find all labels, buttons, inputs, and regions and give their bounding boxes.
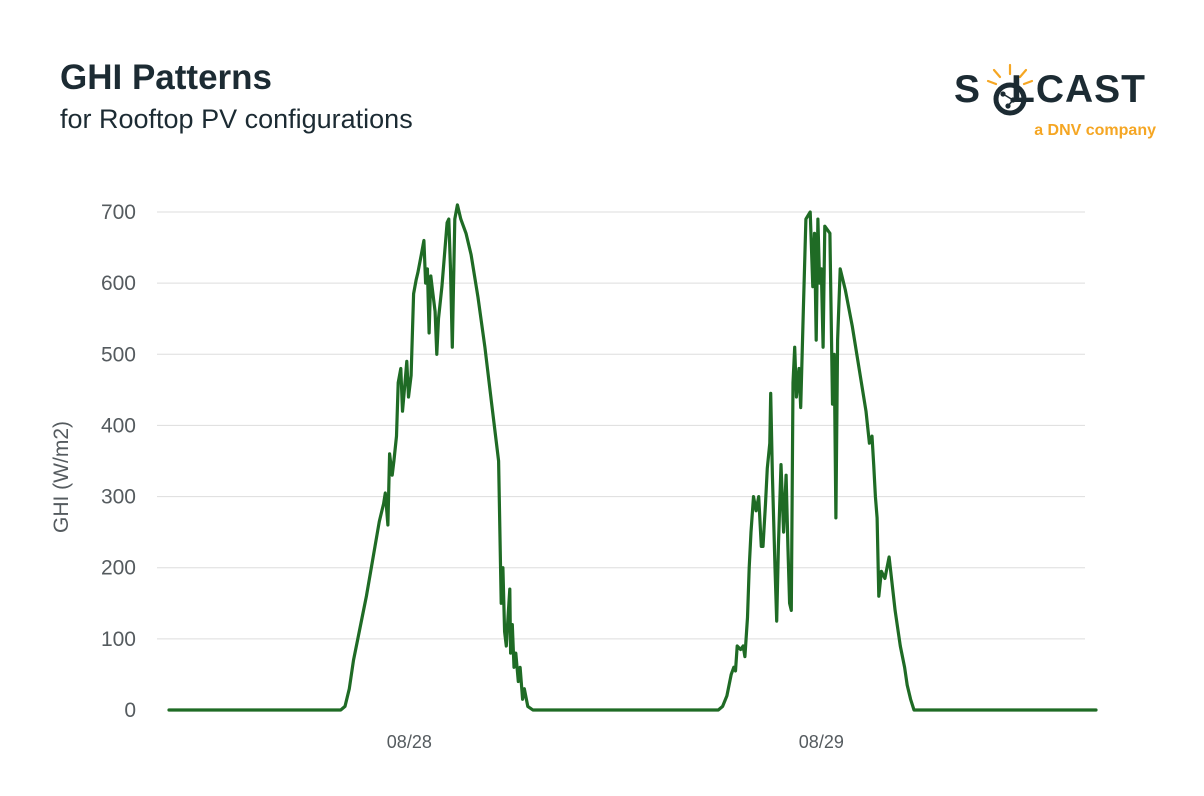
x-tick-label: 08/29	[799, 732, 844, 752]
x-tick-label: 08/28	[387, 732, 432, 752]
y-axis-title: GHI (W/m2)	[50, 421, 73, 533]
sun-globe-icon	[986, 63, 1034, 116]
x-axis-ticks: 08/28 08/29	[387, 732, 844, 752]
logo-word-right: LCAST	[1011, 68, 1147, 111]
y-tick-label: 200	[101, 557, 136, 580]
solcast-logo: S LCAST a DNV company	[940, 52, 1170, 152]
chart-title: GHI Patterns	[60, 58, 272, 97]
y-tick-label: 100	[101, 628, 136, 651]
y-tick-label: 400	[101, 414, 136, 437]
logo-word-left: S	[954, 68, 982, 111]
y-tick-label: 600	[101, 272, 136, 295]
logo-tagline: a DNV company	[1034, 122, 1156, 139]
chart-gridlines	[157, 211, 1085, 640]
logo-wordmark: S LCAST	[954, 68, 1146, 112]
y-tick-label: 300	[101, 486, 136, 509]
chart-subtitle: for Rooftop PV configurations	[60, 104, 413, 134]
chart-series	[167, 203, 1098, 712]
y-axis-ticks: 0 100 200 300 400 500 600 700	[101, 201, 136, 722]
ghi-series-line	[167, 203, 1098, 712]
y-tick-label: 500	[101, 343, 136, 366]
y-tick-label: 700	[101, 201, 136, 224]
y-tick-label: 0	[124, 699, 136, 722]
